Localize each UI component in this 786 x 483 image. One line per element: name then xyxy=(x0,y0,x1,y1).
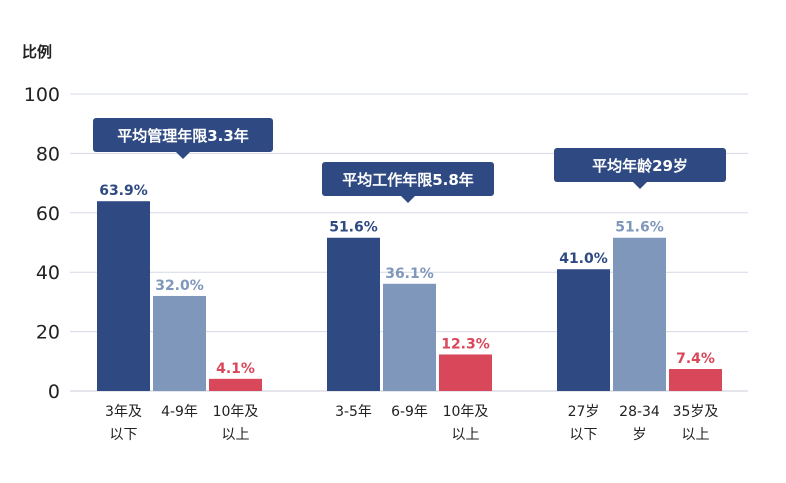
x-tick-label: 以上 xyxy=(452,427,480,443)
callout-text: 平均年龄29岁 xyxy=(592,157,688,175)
bar xyxy=(327,237,380,391)
x-tick-label: 27岁 xyxy=(568,404,600,420)
bar xyxy=(669,369,722,391)
x-tick-label: 岁 xyxy=(633,427,647,443)
data-label: 41.0% xyxy=(559,251,608,267)
data-label: 51.6% xyxy=(615,220,664,236)
x-tick-label: 6-9年 xyxy=(391,404,428,420)
x-tick-label: 3-5年 xyxy=(335,404,372,420)
bar xyxy=(383,283,436,391)
y-tick-label: 20 xyxy=(36,322,60,344)
bar xyxy=(557,269,610,391)
x-tick-label: 10年及 xyxy=(443,404,489,420)
x-tick-label: 以下 xyxy=(570,427,598,443)
callout-text: 平均管理年限3.3年 xyxy=(117,127,249,145)
callout-pointer xyxy=(401,196,415,203)
data-label: 36.1% xyxy=(385,266,434,282)
bar xyxy=(209,378,262,391)
callout-box xyxy=(93,118,273,152)
callout-pointer xyxy=(633,182,647,189)
callout-text: 平均工作年限5.8年 xyxy=(342,171,474,189)
data-label: 7.4% xyxy=(676,351,715,367)
x-tick-label: 以上 xyxy=(682,427,710,443)
data-label: 32.0% xyxy=(155,278,204,294)
y-tick-label: 80 xyxy=(36,143,60,165)
y-tick-label: 60 xyxy=(36,203,60,225)
x-tick-label: 28-34 xyxy=(619,404,660,420)
y-axis-label: 比例 xyxy=(22,43,52,61)
x-tick-label: 10年及 xyxy=(213,404,259,420)
data-label: 12.3% xyxy=(441,336,490,352)
bar xyxy=(439,354,492,391)
data-label: 51.6% xyxy=(329,220,378,236)
data-label: 63.9% xyxy=(99,183,148,199)
data-label: 4.1% xyxy=(216,361,255,377)
x-tick-label: 以上 xyxy=(222,427,250,443)
callout-box xyxy=(322,162,494,196)
y-tick-label: 40 xyxy=(36,262,60,284)
callout-box xyxy=(554,148,726,182)
bar xyxy=(97,201,150,391)
x-tick-label: 35岁及 xyxy=(673,404,719,420)
x-tick-label: 以下 xyxy=(110,427,138,443)
bar xyxy=(153,295,206,391)
y-tick-label: 0 xyxy=(48,381,60,403)
x-tick-label: 4-9年 xyxy=(161,404,198,420)
x-tick-label: 3年及 xyxy=(105,404,142,420)
bar xyxy=(613,237,666,391)
callout-pointer xyxy=(176,152,190,159)
y-tick-label: 100 xyxy=(24,84,60,106)
